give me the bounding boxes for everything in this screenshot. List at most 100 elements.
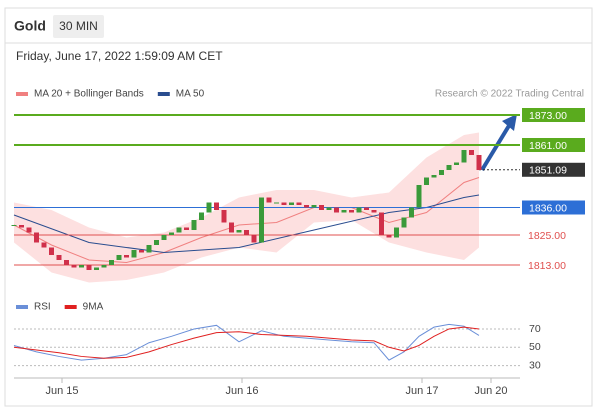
moving-average: [13, 177, 480, 264]
candle: [454, 162, 459, 165]
candle: [56, 255, 62, 260]
candle: [94, 267, 99, 270]
candle: [439, 170, 444, 175]
candle: [431, 175, 437, 178]
candle: [34, 232, 39, 243]
candle: [409, 207, 414, 218]
y-tick-label: 70: [529, 323, 541, 335]
indicator-line: [13, 326, 480, 359]
candle: [229, 222, 234, 233]
credit: Research © 2022 Trading Central: [435, 89, 584, 100]
candle: [304, 205, 309, 208]
level-box: [522, 162, 585, 177]
level-label: 1873.00: [529, 110, 567, 122]
candle: [341, 210, 347, 213]
candle: [26, 227, 32, 233]
level-box: [522, 108, 585, 122]
candle: [281, 202, 287, 205]
legend-label: 9MA: [83, 302, 104, 313]
candle: [416, 185, 422, 208]
candle: [334, 207, 339, 213]
candle: [386, 235, 392, 238]
y-tick-label: 30: [529, 359, 541, 371]
candle: [446, 165, 452, 170]
candle: [236, 230, 242, 233]
candle: [364, 207, 369, 210]
candle: [424, 177, 429, 185]
candle: [161, 235, 167, 240]
y-tick-label: 50: [529, 341, 541, 353]
candle: [116, 255, 122, 260]
candle: [139, 250, 144, 253]
candle: [214, 202, 219, 210]
candle: [244, 230, 249, 235]
candle: [394, 227, 399, 238]
candle: [79, 265, 84, 268]
x-tick-label: Jun 16: [225, 385, 258, 397]
candle: [461, 150, 467, 163]
legend-swatch: [16, 92, 28, 96]
legend-swatch: [64, 305, 77, 309]
timestamp: Friday, June 17, 2022 1:59:09 AM CET: [16, 49, 223, 63]
x-tick-label: Jun 20: [474, 385, 507, 397]
candle: [11, 225, 17, 226]
candle: [259, 197, 264, 243]
forecast-arrow: [480, 122, 512, 172]
candle: [469, 150, 474, 155]
candle: [221, 210, 227, 223]
candle: [289, 202, 294, 205]
candle: [101, 265, 107, 268]
legend-label: MA 50: [176, 89, 205, 100]
legend-label: MA 20 + Bollinger Bands: [34, 89, 144, 100]
candle: [206, 202, 212, 213]
candle: [319, 205, 324, 210]
candle: [64, 260, 69, 265]
indicator-line: [13, 323, 480, 361]
level-label: 1813.00: [528, 260, 566, 272]
x-tick-label: Jun 17: [405, 385, 438, 397]
legend-swatch: [157, 92, 170, 96]
candle: [131, 250, 137, 258]
candle: [146, 245, 152, 253]
level-box: [522, 138, 585, 152]
legend-label: RSI: [34, 302, 51, 313]
candle: [41, 242, 47, 248]
level-box: [522, 200, 585, 215]
x-tick-label: Jun 15: [45, 385, 78, 397]
candle: [49, 247, 54, 255]
candle: [379, 212, 384, 235]
level-label: 1836.00: [529, 202, 567, 214]
level-label: 1825.00: [528, 230, 566, 242]
candle: [169, 232, 174, 235]
candle: [356, 207, 362, 213]
candle: [251, 235, 257, 243]
candle: [371, 210, 377, 213]
legend-swatch: [16, 305, 28, 309]
candle: [19, 225, 24, 228]
forecast-arrowhead: [502, 114, 517, 131]
moving-average: [13, 194, 480, 254]
candle: [86, 265, 92, 270]
candle: [176, 227, 182, 233]
candle: [311, 205, 317, 208]
level-label: 1861.00: [529, 140, 567, 152]
candle: [476, 155, 482, 170]
candle: [199, 212, 204, 220]
candle: [154, 240, 159, 245]
candle: [274, 202, 279, 204]
level-label: 1851.09: [529, 165, 567, 177]
candle: [266, 197, 272, 203]
symbol: Gold: [14, 18, 46, 34]
candle: [401, 217, 407, 228]
candle: [184, 227, 189, 230]
candle: [296, 202, 302, 205]
candle: [326, 207, 332, 210]
candle: [109, 260, 114, 265]
timeframe[interactable]: 30 MIN: [59, 19, 98, 33]
candle: [191, 220, 197, 230]
timeframe-box[interactable]: [53, 15, 104, 38]
candle: [349, 210, 354, 213]
candle: [71, 265, 77, 268]
candle: [124, 255, 129, 258]
